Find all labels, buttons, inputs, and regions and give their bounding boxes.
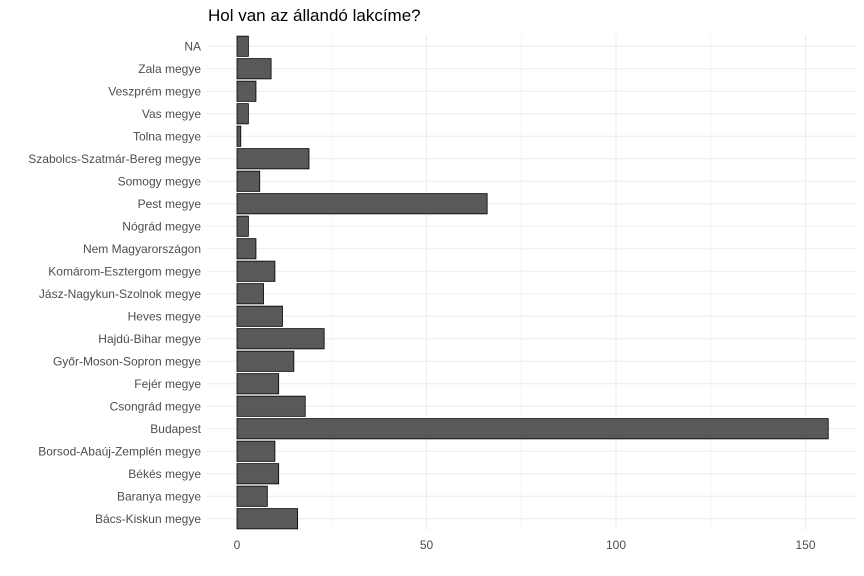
bar — [236, 125, 242, 147]
category-label: Vas megye — [142, 107, 201, 121]
grid-lines — [207, 35, 856, 530]
category-label: Bács-Kiskun megye — [95, 512, 201, 526]
bar — [236, 328, 325, 350]
bar — [236, 508, 299, 530]
category-label: Nógrád megye — [122, 219, 201, 233]
category-labels: NA Zala megye Veszprém megye Vas megye Tolna… — [28, 39, 201, 526]
category-label: Baranya megye — [117, 489, 201, 503]
chart-title: Hol van az állandó lakcíme? — [208, 6, 421, 25]
bars — [236, 35, 829, 530]
category-label: Veszprém megye — [108, 84, 201, 98]
bar — [236, 103, 249, 125]
bar — [236, 373, 280, 395]
bar — [236, 215, 249, 237]
x-tick-label: 0 — [234, 538, 241, 552]
bar — [236, 305, 283, 327]
category-label: Szabolcs-Szatmár-Bereg megye — [28, 152, 201, 166]
bar — [236, 283, 264, 305]
bar — [236, 350, 295, 372]
category-label: Pest megye — [138, 197, 202, 211]
category-label: Jász-Nagykun-Szolnok megye — [39, 287, 201, 301]
bar — [236, 418, 829, 440]
x-tick-label: 50 — [420, 538, 434, 552]
category-label: Tolna megye — [133, 129, 201, 143]
category-label: Nem Magyarországon — [83, 242, 201, 256]
category-label: Heves megye — [128, 309, 202, 323]
bar — [236, 260, 276, 282]
bar — [236, 148, 310, 170]
category-label: Győr-Moson-Sopron megye — [53, 354, 201, 368]
x-tick-label: 100 — [606, 538, 626, 552]
bar — [236, 238, 257, 260]
x-tick-labels: 0 50 100 150 — [234, 538, 816, 552]
category-label: Komárom-Esztergom megye — [48, 264, 201, 278]
category-label: Borsod-Abaúj-Zemplén megye — [38, 444, 201, 458]
bar — [236, 193, 488, 215]
x-tick-label: 150 — [795, 538, 815, 552]
bar — [236, 440, 276, 462]
category-label: Zala megye — [138, 62, 201, 76]
category-label: Somogy megye — [118, 174, 202, 188]
category-label: Csongrád megye — [110, 399, 202, 413]
bar — [236, 58, 272, 80]
category-label: Békés megye — [128, 467, 201, 481]
category-label: NA — [184, 39, 201, 53]
bar — [236, 463, 280, 485]
bar — [236, 35, 249, 57]
bar — [236, 395, 306, 417]
category-label: Fejér megye — [134, 377, 201, 391]
category-label: Hajdú-Bihar megye — [98, 332, 201, 346]
bar — [236, 80, 257, 102]
bar — [236, 170, 261, 192]
category-label: Budapest — [150, 422, 201, 436]
bar — [236, 485, 268, 507]
